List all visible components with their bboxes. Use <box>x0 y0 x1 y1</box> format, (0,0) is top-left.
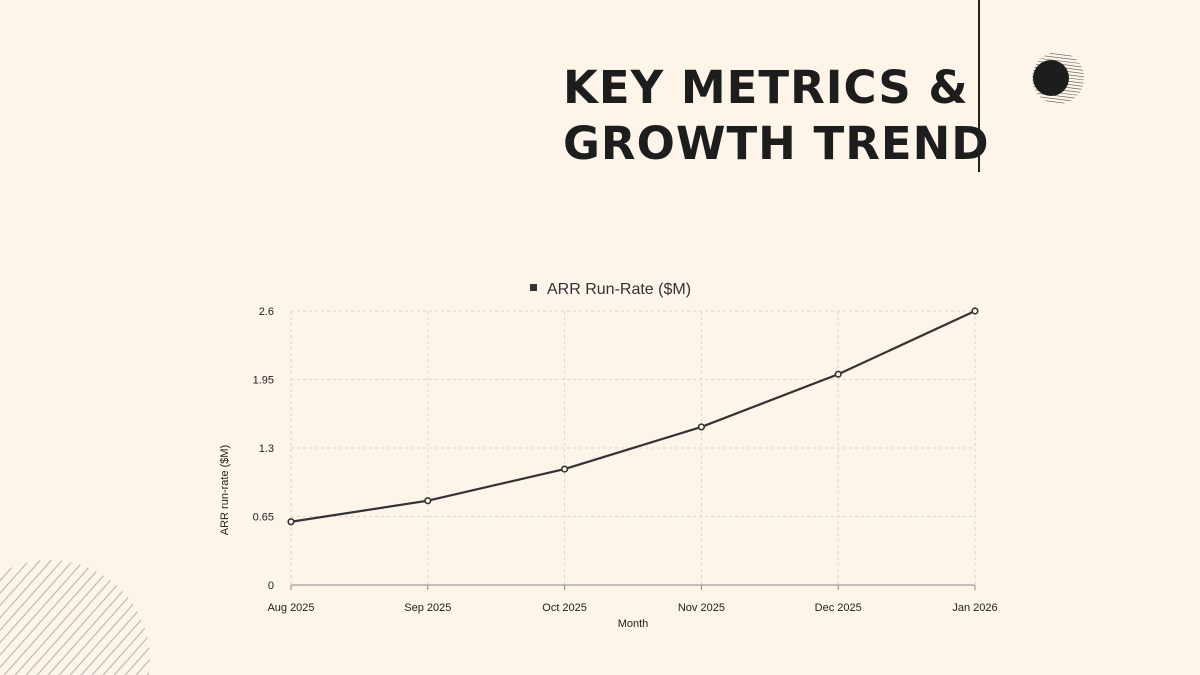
hatch-line <box>0 560 121 675</box>
y-tick-label: 0 <box>268 580 274 592</box>
hatch-line <box>246 520 406 675</box>
hatch-line <box>224 520 384 675</box>
hatch-line <box>235 520 395 675</box>
x-tick-label: Oct 2025 <box>542 602 587 614</box>
divider-line <box>978 0 980 172</box>
hatch-line <box>0 560 143 675</box>
hatch-line <box>180 520 340 675</box>
hatch-line <box>1032 103 1084 104</box>
hatch-line <box>158 520 318 675</box>
hatch-line <box>69 560 150 675</box>
hatch-line <box>102 560 150 675</box>
hatch-line <box>0 560 132 675</box>
x-tick-label: Sep 2025 <box>404 602 451 614</box>
hatched-corner-decoration <box>0 520 406 675</box>
hatch-line <box>25 560 150 675</box>
hatch-line <box>1032 52 1084 54</box>
grid <box>290 310 976 585</box>
x-tick-label: Dec 2025 <box>815 602 862 614</box>
y-tick-label: 1.95 <box>253 375 274 387</box>
hatch-line <box>113 560 150 675</box>
hatch-line <box>1020 110 1100 120</box>
title-line-2: GROWTH TREND <box>563 117 990 170</box>
hatch-line <box>0 560 55 675</box>
hatch-line <box>1032 52 1084 60</box>
data-point <box>424 497 432 505</box>
y-axis-label: ARR run-rate ($M) <box>219 445 231 535</box>
hatch-line <box>1020 107 1100 117</box>
data-point <box>834 370 842 378</box>
hatch-line <box>202 520 362 675</box>
solid-circle-decoration <box>1033 60 1069 96</box>
legend-swatch <box>530 284 537 291</box>
x-tick-label: Jan 2026 <box>952 602 997 614</box>
data-point <box>971 307 979 315</box>
data-point <box>560 465 569 473</box>
y-tick-label: 1.3 <box>259 443 274 455</box>
hatch-line <box>47 560 150 675</box>
x-axis-label: Month <box>618 618 649 630</box>
hatch-line <box>135 560 150 675</box>
hatch-line <box>0 560 77 675</box>
hatch-line <box>0 560 88 675</box>
hatch-line <box>0 560 110 675</box>
hatch-line <box>14 560 150 675</box>
data-points <box>287 307 979 526</box>
series-line <box>290 310 976 523</box>
hatch-line <box>191 520 351 675</box>
hatch-line <box>169 520 329 675</box>
title-line-1: KEY METRICS & <box>563 61 969 114</box>
hatch-line <box>1020 40 1100 50</box>
x-tick-label: Nov 2025 <box>678 602 725 614</box>
hatch-line <box>1020 114 1100 124</box>
hatch-line <box>36 560 150 675</box>
hatch-line <box>124 560 150 675</box>
legend: ARR Run-Rate ($M) <box>530 281 691 298</box>
page-title: KEY METRICS & GROWTH TREND <box>563 60 990 172</box>
tick-labels: 0 0.65 1.3 1.95 2.6 Aug 2025 Sep 2025 Oct 2025 N… <box>253 306 998 614</box>
hatch-line <box>0 560 99 675</box>
hatch-line <box>0 560 150 675</box>
hatch-line <box>80 560 150 675</box>
data-point <box>697 423 706 431</box>
hatch-line <box>0 560 11 675</box>
hatch-line <box>91 560 150 675</box>
data-point <box>287 518 295 526</box>
hatch-line <box>3 560 150 675</box>
hatch-line <box>0 560 66 675</box>
hatch-line <box>146 560 150 675</box>
x-tick-label: Aug 2025 <box>267 602 314 614</box>
y-tick-label: 2.6 <box>259 306 274 318</box>
hatch-line <box>213 520 373 675</box>
axes <box>290 584 976 590</box>
hatch-line <box>1020 117 1100 127</box>
hatch-line <box>58 560 150 675</box>
hatch-line <box>0 560 33 675</box>
legend-label: ARR Run-Rate ($M) <box>547 281 691 298</box>
y-tick-label: 0.65 <box>253 512 274 524</box>
